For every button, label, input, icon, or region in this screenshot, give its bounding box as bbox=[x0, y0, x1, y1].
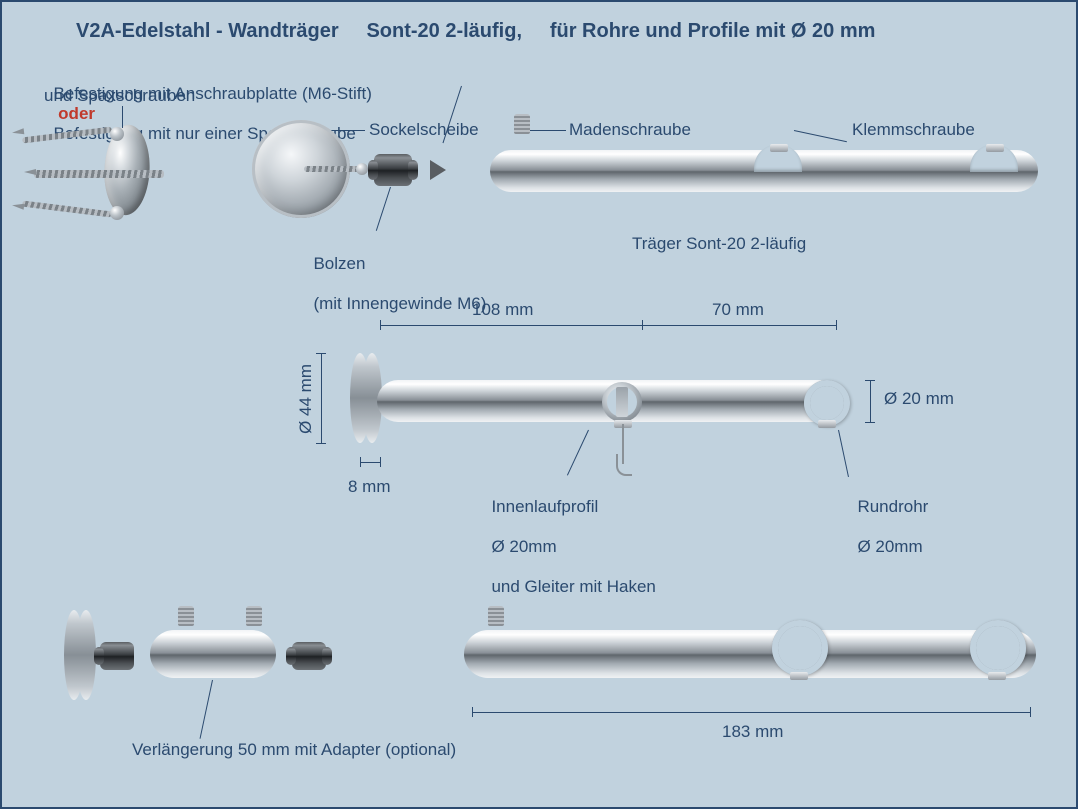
dim-end bbox=[380, 320, 381, 330]
countersunk-tip bbox=[430, 160, 446, 180]
label-oder: oder bbox=[58, 104, 95, 123]
spax-screw bbox=[304, 166, 359, 172]
adapter-stub bbox=[94, 647, 104, 665]
screw-tip bbox=[24, 169, 36, 175]
dim-end bbox=[380, 457, 381, 467]
adapter-stub bbox=[286, 647, 296, 665]
screw-head bbox=[110, 127, 124, 141]
adapter-dark bbox=[100, 642, 134, 670]
title-b: Sont-20 2-läufig, bbox=[366, 20, 522, 42]
dim-line-8 bbox=[360, 462, 380, 463]
label-befestigung-platte-2: und Spaxschrauben bbox=[44, 86, 195, 106]
label-verlaengerung: Verlängerung 50 mm mit Adapter (optional… bbox=[132, 740, 456, 760]
label-line: Ø 20mm bbox=[857, 537, 922, 556]
dim-line-183 bbox=[472, 712, 1030, 713]
dim-line-70 bbox=[642, 325, 836, 326]
bolzen-stub bbox=[368, 160, 378, 180]
clamp-screw-icon bbox=[770, 144, 788, 152]
adapter-dark bbox=[292, 642, 326, 670]
adapter-stub bbox=[322, 647, 332, 665]
label-traeger: Träger Sont-20 2-läufig bbox=[632, 234, 806, 254]
dim-line-108 bbox=[380, 325, 642, 326]
label-line: Rundrohr bbox=[857, 497, 928, 516]
label-line: Innenlaufprofil bbox=[491, 497, 598, 516]
clamp-screw-icon bbox=[790, 672, 808, 680]
label-madenschraube: Madenschraube bbox=[569, 120, 691, 140]
clamp-screw-icon bbox=[986, 144, 1004, 152]
set-screw-icon bbox=[246, 606, 262, 626]
screw-head bbox=[110, 206, 124, 220]
ring-bottom-2 bbox=[970, 620, 1026, 676]
label-line: und Gleiter mit Haken bbox=[491, 577, 655, 596]
dim-end bbox=[316, 443, 326, 444]
traeger-tube-bottom bbox=[464, 630, 1036, 678]
set-screw-icon bbox=[514, 114, 530, 134]
leader-line bbox=[567, 430, 589, 476]
dim-end bbox=[1030, 707, 1031, 717]
label-line: (mit Innengewinde M6) bbox=[313, 294, 486, 313]
dim-end bbox=[836, 320, 837, 330]
label-innenlauf: Innenlaufprofil Ø 20mm und Gleiter mit H… bbox=[482, 477, 656, 597]
screw-center bbox=[34, 170, 164, 178]
ring-bottom-1 bbox=[772, 620, 828, 676]
screw-head bbox=[356, 163, 368, 175]
set-screw-icon bbox=[178, 606, 194, 626]
clamp-screw-icon bbox=[988, 672, 1006, 680]
label-rundrohr: Rundrohr Ø 20mm bbox=[848, 477, 928, 557]
leader-line bbox=[794, 130, 847, 142]
extension-cylinder bbox=[150, 630, 276, 678]
gleiter-hook bbox=[622, 424, 624, 464]
leader-line bbox=[200, 680, 213, 739]
title-a: V2A-Edelstahl - Wandträger bbox=[76, 20, 339, 42]
screw-tip bbox=[12, 202, 25, 209]
bolzen-stub bbox=[408, 160, 418, 180]
label-sockelscheibe: Sockelscheibe bbox=[369, 120, 479, 140]
dim-end bbox=[472, 707, 473, 717]
dim-108: 108 mm bbox=[472, 300, 533, 320]
innenlaufprofil-ring bbox=[602, 382, 642, 422]
leader-line bbox=[376, 187, 391, 231]
label-line: Ø 20mm bbox=[491, 537, 556, 556]
dim-end bbox=[316, 353, 326, 354]
leader-line bbox=[122, 106, 123, 128]
dim-44: Ø 44 mm bbox=[296, 364, 316, 434]
label-line: Bolzen bbox=[313, 254, 365, 273]
dim-end bbox=[865, 422, 875, 423]
screw-tip bbox=[12, 128, 25, 135]
dim-line-44 bbox=[321, 353, 322, 443]
label-bolzen: Bolzen (mit Innengewinde M6) bbox=[304, 234, 486, 314]
dim-70: 70 mm bbox=[712, 300, 764, 320]
page-title: V2A-Edelstahl - Wandträger Sont-20 2-läu… bbox=[76, 20, 875, 43]
plate-edge-ext bbox=[76, 610, 96, 700]
dim-20: Ø 20 mm bbox=[884, 389, 954, 409]
dim-183: 183 mm bbox=[722, 722, 783, 742]
set-screw-icon bbox=[488, 606, 504, 626]
dim-end bbox=[360, 457, 361, 467]
dim-end bbox=[865, 380, 875, 381]
title-c: für Rohre und Profile mit Ø 20 mm bbox=[550, 20, 876, 42]
bolzen bbox=[374, 154, 412, 186]
leader-line bbox=[530, 130, 566, 131]
screw bbox=[22, 201, 112, 218]
dim-line-20 bbox=[870, 380, 871, 422]
clamp-screw-icon bbox=[818, 420, 836, 428]
dim-8: 8 mm bbox=[348, 477, 391, 497]
label-klemmschraube: Klemmschraube bbox=[852, 120, 975, 140]
leader-line bbox=[838, 430, 849, 477]
